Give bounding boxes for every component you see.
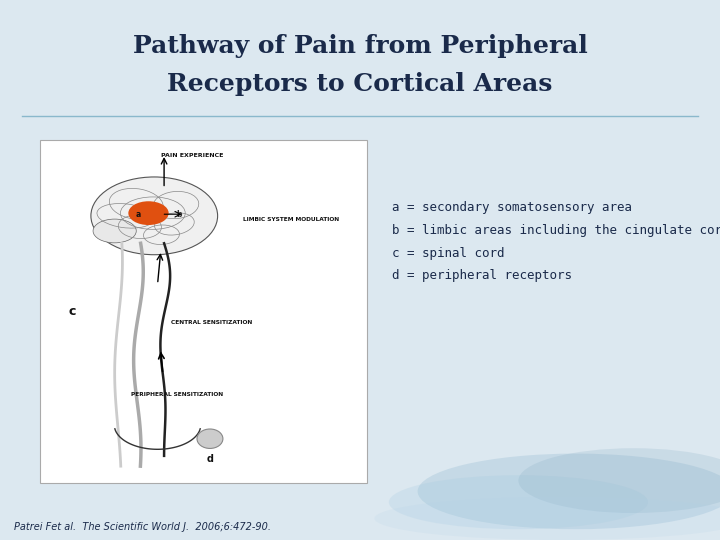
Text: CENTRAL SENSITIZATION: CENTRAL SENSITIZATION bbox=[171, 320, 252, 325]
Text: b: b bbox=[176, 210, 182, 219]
Text: Patrei Fet al.  The Scientific World J.  2006;6:472-90.: Patrei Fet al. The Scientific World J. 2… bbox=[14, 522, 271, 532]
Text: c = spinal cord: c = spinal cord bbox=[392, 247, 505, 260]
Ellipse shape bbox=[389, 475, 648, 529]
Circle shape bbox=[197, 429, 223, 448]
Text: d: d bbox=[207, 454, 213, 464]
Text: Pathway of Pain from Peripheral: Pathway of Pain from Peripheral bbox=[132, 34, 588, 58]
Text: PAIN EXPERIENCE: PAIN EXPERIENCE bbox=[161, 153, 223, 158]
Text: Receptors to Cortical Areas: Receptors to Cortical Areas bbox=[167, 72, 553, 96]
Ellipse shape bbox=[93, 219, 136, 243]
Ellipse shape bbox=[374, 497, 720, 540]
Ellipse shape bbox=[518, 448, 720, 513]
Text: d = peripheral receptors: d = peripheral receptors bbox=[392, 269, 572, 282]
Bar bbox=[40, 140, 367, 483]
Ellipse shape bbox=[91, 177, 217, 255]
Text: LIMBIC SYSTEM MODULATION: LIMBIC SYSTEM MODULATION bbox=[243, 217, 339, 222]
Text: a: a bbox=[136, 210, 141, 219]
Text: b = limbic areas including the cingulate cortex: b = limbic areas including the cingulate… bbox=[392, 224, 720, 237]
Ellipse shape bbox=[418, 454, 720, 529]
Text: c: c bbox=[68, 305, 76, 319]
Text: a = secondary somatosensory area: a = secondary somatosensory area bbox=[392, 201, 632, 214]
Ellipse shape bbox=[128, 201, 168, 225]
Text: PERIPHERAL SENSITIZATION: PERIPHERAL SENSITIZATION bbox=[131, 392, 223, 397]
